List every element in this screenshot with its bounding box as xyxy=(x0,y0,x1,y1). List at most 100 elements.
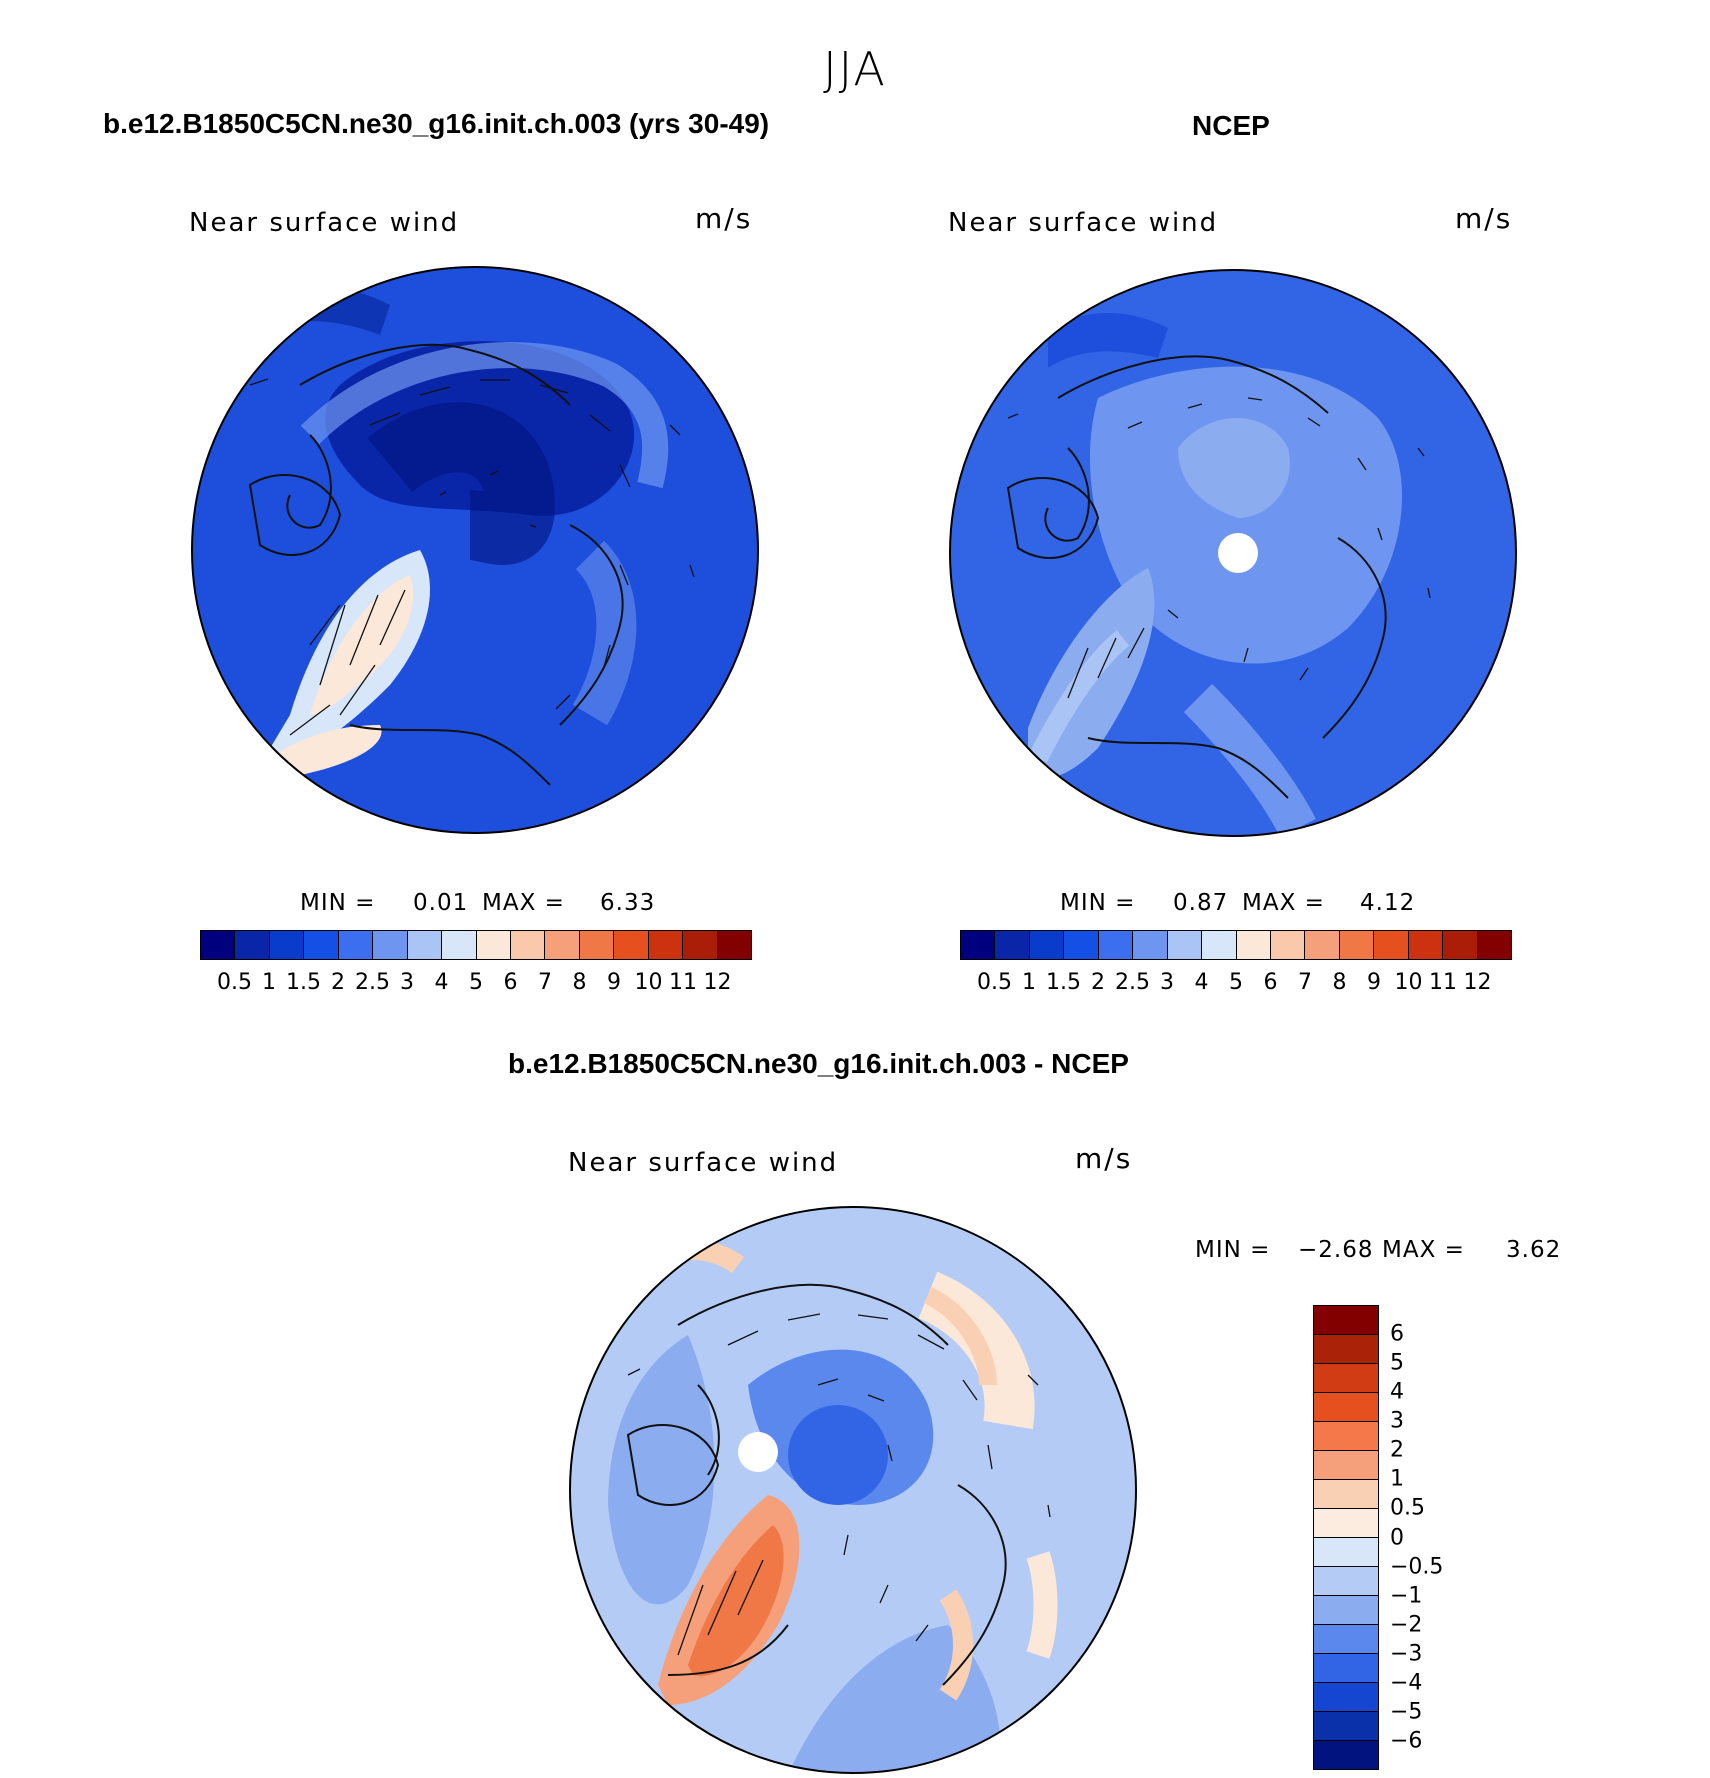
colorbar-tick-label: 1 xyxy=(1390,1466,1404,1492)
colorbar-tick-label: 1 xyxy=(262,970,276,995)
colorbar-swatch xyxy=(1314,1654,1378,1683)
colorbar-swatch xyxy=(1314,1683,1378,1712)
colorbar-tick-label: 0 xyxy=(1390,1525,1404,1550)
colorbar-tick-label: 3 xyxy=(1160,970,1174,995)
colorbar-swatch xyxy=(1314,1741,1378,1769)
colorbar-swatch xyxy=(995,931,1030,959)
diff-min-value: −2.68 xyxy=(1298,1237,1374,1263)
colorbar-tick-label: −5 xyxy=(1390,1699,1423,1725)
colorbar-swatch xyxy=(717,931,751,959)
colorbar-swatch xyxy=(235,931,270,959)
colorbar-swatch xyxy=(1314,1480,1378,1509)
colorbar-swatch xyxy=(648,931,684,959)
obs-variable-label: Near surface wind xyxy=(948,208,1219,238)
colorbar-swatch xyxy=(545,931,580,959)
colorbar-swatch xyxy=(683,931,718,959)
obs-min-value: 0.87 xyxy=(1173,890,1229,916)
obs-wind-map xyxy=(949,269,1517,837)
colorbar-swatch xyxy=(1314,1596,1378,1625)
colorbar-swatch xyxy=(1314,1509,1378,1538)
colorbar-tick-label: 4 xyxy=(1194,970,1209,995)
obs-units-label: m/s xyxy=(1455,202,1513,235)
colorbar-tick-label: 0.5 xyxy=(1390,1495,1425,1521)
colorbar-swatch xyxy=(1314,1422,1378,1451)
colorbar-swatch xyxy=(407,931,443,959)
colorbar-swatch xyxy=(1314,1306,1378,1335)
colorbar-swatch xyxy=(442,931,477,959)
colorbar-swatch xyxy=(269,931,305,959)
obs-max-value: 4.12 xyxy=(1360,890,1416,916)
colorbar-swatch xyxy=(961,931,996,959)
colorbar-tick-label: 10 xyxy=(634,970,663,995)
model-max-value: 6.33 xyxy=(600,890,656,916)
diff-colorbar-ticks: 6 5 4 3 2 1 0.5 0 −0.5 −1 −2 −3 −4 −5 −6 xyxy=(1390,1305,1470,1770)
colorbar-swatch xyxy=(1408,931,1444,959)
colorbar-tick-label: −4 xyxy=(1390,1670,1423,1696)
colorbar-tick-label: 1.5 xyxy=(1046,970,1081,995)
colorbar-swatch xyxy=(579,931,615,959)
model-wind-map xyxy=(191,266,759,834)
colorbar-tick-label: 11 xyxy=(669,970,697,995)
colorbar-swatch xyxy=(1314,1335,1378,1364)
model-panel-title: b.e12.B1850C5CN.ne30_g16.init.ch.003 (yr… xyxy=(103,108,770,139)
model-wind-band xyxy=(300,342,669,489)
colorbar-tick-label: 7 xyxy=(538,970,552,995)
diff-wind-map xyxy=(569,1206,1137,1774)
colorbar-tick-label: 11 xyxy=(1429,970,1457,995)
model-variable-label: Near surface wind xyxy=(189,208,460,238)
colorbar-swatch xyxy=(1314,1364,1378,1393)
colorbar-tick-label: −1 xyxy=(1390,1583,1423,1609)
colorbar-swatch xyxy=(1339,931,1375,959)
colorbar-tick-label: 8 xyxy=(572,970,587,995)
colorbar-tick-label: 2.5 xyxy=(1115,970,1150,995)
colorbar-tick-label: −0.5 xyxy=(1390,1554,1444,1580)
colorbar-swatch xyxy=(304,931,339,959)
colorbar-swatch xyxy=(1202,931,1237,959)
model-max-label: MAX = xyxy=(482,890,565,916)
colorbar-swatch xyxy=(1314,1451,1378,1480)
colorbar-tick-label: 8 xyxy=(1332,970,1347,995)
colorbar-tick-label: 0.5 xyxy=(977,970,1012,995)
model-wind-vectors xyxy=(249,378,695,736)
colorbar-swatch xyxy=(201,931,236,959)
colorbar-swatch xyxy=(1167,931,1203,959)
colorbar-tick-label: −2 xyxy=(1390,1612,1423,1638)
colorbar-tick-label: 3 xyxy=(1390,1408,1404,1434)
colorbar-tick-label: 10 xyxy=(1394,970,1423,995)
colorbar-tick-label: 5 xyxy=(1390,1350,1404,1376)
colorbar-swatch xyxy=(1098,931,1134,959)
colorbar-swatch xyxy=(1443,931,1478,959)
diff-wind-vectors xyxy=(627,1313,1051,1656)
colorbar-tick-label: 7 xyxy=(1298,970,1312,995)
diff-pole-hole xyxy=(738,1432,778,1472)
colorbar-swatch xyxy=(1314,1712,1378,1741)
colorbar-tick-label: 3 xyxy=(400,970,414,995)
colorbar-swatch xyxy=(1314,1538,1378,1567)
colorbar-tick-label: 4 xyxy=(434,970,449,995)
colorbar-tick-label: 6 xyxy=(503,970,518,995)
colorbar-swatch xyxy=(476,931,511,959)
model-min-label: MIN = xyxy=(300,890,376,916)
diff-panel-title: b.e12.B1850C5CN.ne30_g16.init.ch.003 - N… xyxy=(508,1048,1129,1079)
model-min-value: 0.01 xyxy=(413,890,469,916)
diff-max-value: 3.62 xyxy=(1506,1237,1562,1263)
colorbar-swatch xyxy=(1477,931,1511,959)
colorbar-tick-label: −3 xyxy=(1390,1641,1423,1667)
colorbar-tick-label: 4 xyxy=(1390,1379,1404,1405)
colorbar-swatch xyxy=(1236,931,1271,959)
colorbar-swatch xyxy=(1270,931,1306,959)
colorbar-swatch xyxy=(373,931,408,959)
colorbar-swatch xyxy=(1314,1393,1378,1422)
obs-max-label: MAX = xyxy=(1242,890,1325,916)
colorbar-tick-label: 0.5 xyxy=(217,970,252,995)
colorbar-tick-label: 6 xyxy=(1263,970,1278,995)
colorbar-tick-label: 2 xyxy=(331,970,345,995)
colorbar-tick-label: 9 xyxy=(1367,970,1381,995)
colorbar-tick-label: 12 xyxy=(1463,970,1492,995)
colorbar-tick-label: 1 xyxy=(1022,970,1036,995)
figure-title: JJA xyxy=(823,42,887,96)
colorbar-tick-label: 5 xyxy=(469,970,483,995)
colorbar-swatch xyxy=(1029,931,1065,959)
colorbar-tick-label: 12 xyxy=(703,970,732,995)
colorbar-tick-label: 2.5 xyxy=(355,970,390,995)
